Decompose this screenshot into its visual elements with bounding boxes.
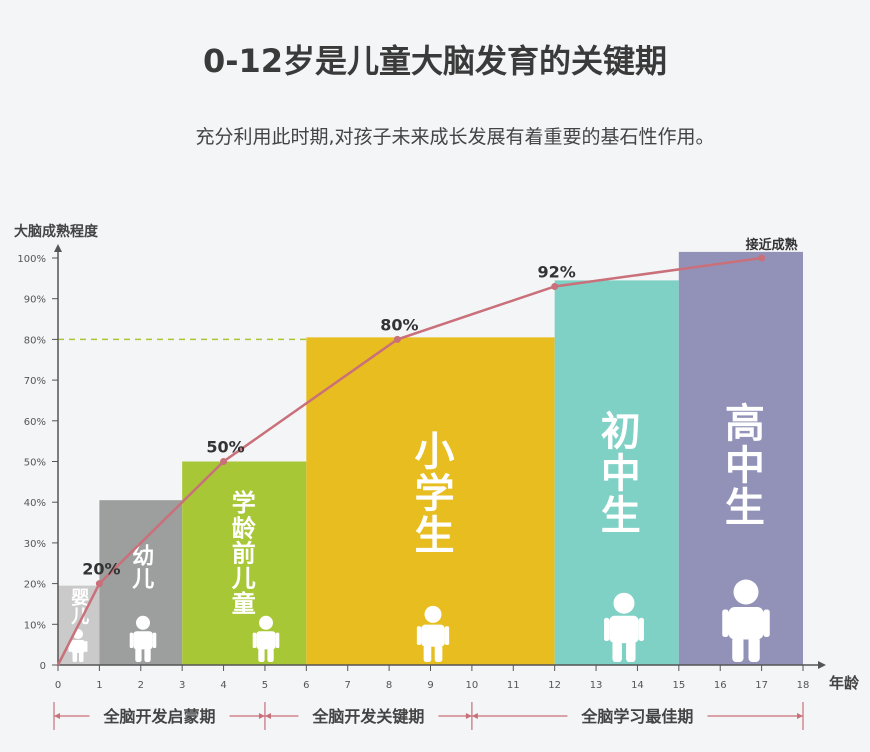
x-tick-label: 0 xyxy=(55,680,61,691)
y-tick-label: 70% xyxy=(24,376,46,387)
y-tick-label: 20% xyxy=(24,580,46,591)
x-tick-label: 1 xyxy=(96,680,102,691)
bar-label: 高中生 xyxy=(718,402,764,528)
x-tick-label: 9 xyxy=(427,680,433,691)
data-label: 92% xyxy=(538,262,576,281)
y-tick-label: 60% xyxy=(24,417,46,428)
y-axis-label: 大脑成熟程度 xyxy=(14,223,99,240)
person-icon xyxy=(416,605,450,662)
y-tick-label: 100% xyxy=(17,254,46,265)
bar-label: 小学生 xyxy=(408,430,455,556)
period-label: 全脑开发关键期 xyxy=(311,707,424,726)
person-icon xyxy=(604,592,644,662)
x-axis-arrow xyxy=(818,661,826,669)
y-tick-label: 40% xyxy=(24,498,46,509)
period-label: 全脑学习最佳期 xyxy=(580,707,693,726)
y-tick-label: 0 xyxy=(40,661,46,672)
x-tick-label: 15 xyxy=(672,680,685,691)
x-tick-label: 8 xyxy=(386,680,392,691)
data-label: 20% xyxy=(82,560,120,579)
y-axis-arrow xyxy=(54,244,62,252)
x-tick-label: 11 xyxy=(507,680,520,691)
period-label-bg xyxy=(89,706,230,726)
bar-2 xyxy=(182,461,307,665)
curve-point xyxy=(758,254,766,262)
curve-point xyxy=(551,282,559,290)
data-label: 80% xyxy=(380,315,418,334)
x-tick-label: 14 xyxy=(631,680,644,691)
y-tick-label: 80% xyxy=(24,335,46,346)
x-tick-label: 13 xyxy=(590,680,603,691)
x-axis-label: 年龄 xyxy=(829,674,860,692)
y-tick-label: 90% xyxy=(24,295,46,306)
bar-label: 初中生 xyxy=(594,410,641,536)
person-icon xyxy=(722,579,770,662)
x-tick-label: 17 xyxy=(755,680,768,691)
x-tick-label: 18 xyxy=(797,680,810,691)
bar-label: 婴儿 xyxy=(68,588,90,626)
y-tick-label: 30% xyxy=(24,539,46,550)
curve-point xyxy=(393,335,401,343)
x-tick-label: 4 xyxy=(220,680,226,691)
x-tick-label: 6 xyxy=(303,680,309,691)
subtitle: 充分利用此时期,对孩子未来成长发展有着重要的基石性作用。 xyxy=(195,126,715,148)
curve-point xyxy=(95,580,103,588)
x-tick-label: 5 xyxy=(262,680,268,691)
y-tick-label: 10% xyxy=(24,620,46,631)
curve-point xyxy=(220,458,228,465)
period-label: 全脑开发启蒙期 xyxy=(102,707,215,726)
data-label: 50% xyxy=(206,438,244,457)
x-tick-label: 3 xyxy=(179,680,185,691)
x-tick-label: 2 xyxy=(138,680,144,691)
person-icon xyxy=(129,615,157,662)
x-tick-label: 16 xyxy=(714,680,727,691)
person-icon xyxy=(252,615,280,662)
x-tick-label: 7 xyxy=(345,680,351,691)
period-label-bg xyxy=(567,706,708,726)
bar-label: 学龄前儿童 xyxy=(227,489,255,616)
y-tick-label: 50% xyxy=(24,458,46,469)
page-title: 0-12岁是儿童大脑发育的关键期 xyxy=(202,42,668,80)
x-tick-label: 12 xyxy=(548,680,561,691)
data-label: 接近成熟 xyxy=(746,237,798,253)
x-tick-label: 10 xyxy=(466,680,479,691)
period-label-bg xyxy=(298,706,439,726)
maturity-curve xyxy=(56,256,762,666)
